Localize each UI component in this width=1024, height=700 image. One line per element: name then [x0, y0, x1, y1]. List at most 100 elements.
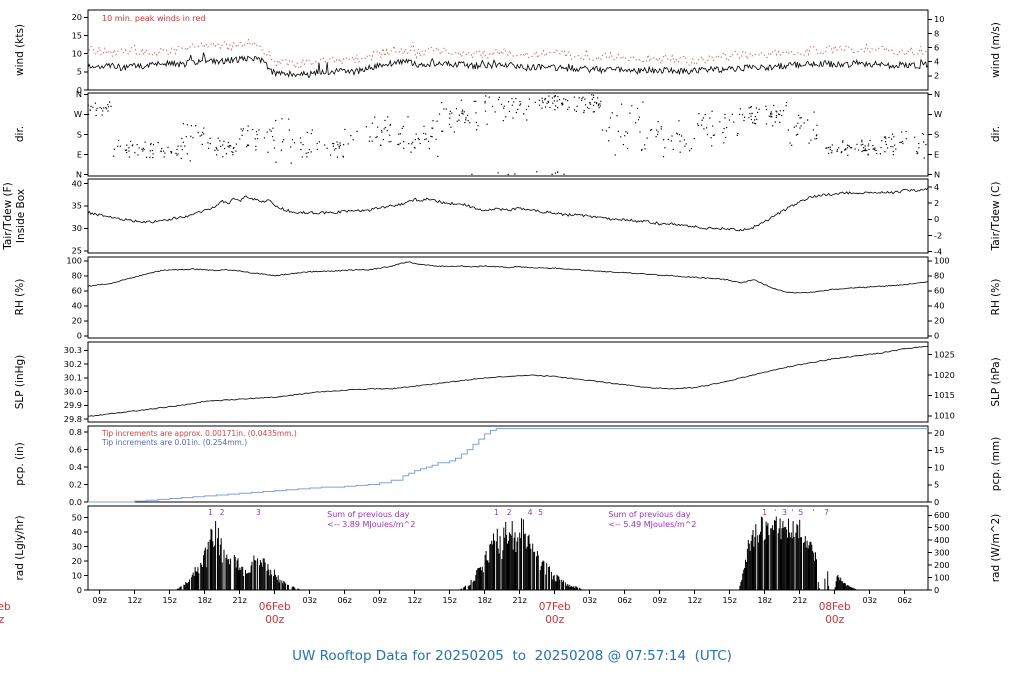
- tick-label: 400: [934, 535, 950, 545]
- tick-label: 4: [934, 57, 939, 67]
- ylabel-right-slp: SLP (hPa): [990, 357, 1002, 407]
- ylabel-left-slp: SLP (inHg): [14, 354, 26, 410]
- annotation: 1: [762, 508, 767, 517]
- tick-label: 30: [72, 541, 82, 551]
- panel-border: [87, 341, 929, 423]
- annotation: <-- 5.49 MJoules/m^2: [608, 520, 696, 529]
- x-tick-label: 21z: [232, 596, 246, 605]
- tick-label: 80: [72, 271, 82, 281]
- panel-pcp: 0.8 0.6 0.4 0.2 0.0 20 15 10 5 0 Tip increments ar…: [69, 425, 944, 507]
- x-tick-label: 12z: [687, 596, 701, 605]
- x-tick-label: 03z: [302, 596, 316, 605]
- x-tick-label: 12z: [127, 596, 141, 605]
- tick-label: 10: [934, 14, 944, 24]
- tick-label: N: [934, 169, 940, 179]
- tick-label: 15: [72, 30, 82, 40]
- tick-label: 6: [934, 42, 939, 52]
- date-label: 08Feb: [819, 601, 851, 613]
- panel-border: [87, 92, 929, 177]
- ylabel-right-rad: rad (W/m^2): [990, 513, 1002, 583]
- tick-label: 15: [934, 445, 944, 455]
- ylabel-left-rad: rad (Lgly/hr): [14, 515, 26, 581]
- panel-border: [87, 9, 929, 91]
- tick-label: 0: [934, 331, 939, 341]
- tick-label: 60: [72, 286, 82, 296]
- annotation: 3: [782, 508, 787, 517]
- tick-label: 2: [934, 198, 939, 208]
- tick-label: 5: [934, 480, 939, 490]
- tick-label: 25: [72, 246, 82, 256]
- tick-label: 20: [72, 12, 82, 22]
- x-tick-label: 03z: [862, 596, 876, 605]
- date-label: 00z: [265, 614, 284, 626]
- panel-wind: 20 15 10 5 0 10 8 6 4 2 10 min. peak winds in red: [72, 9, 944, 95]
- tick-label: 1010: [934, 411, 955, 421]
- tick-label: E: [934, 149, 939, 159]
- tick-label: -2: [934, 230, 942, 240]
- date-label: 07Feb: [539, 601, 571, 613]
- tick-label: 40: [72, 301, 82, 311]
- tick-label: 30.0: [64, 386, 82, 396]
- ylabel-right-tair: Tair/Tdew (C): [990, 181, 1002, 251]
- tick-label: 20: [934, 428, 944, 438]
- annotation: ': [792, 508, 794, 517]
- tick-label: 10: [934, 462, 944, 472]
- x-tick-label: 09z: [92, 596, 106, 605]
- date-label: 00z: [545, 614, 564, 626]
- x-tick-label: 21z: [792, 596, 806, 605]
- tick-label: 0: [934, 497, 939, 507]
- x-tick-label: 15z: [162, 596, 176, 605]
- ylabel-right-dir: dir.: [990, 125, 1002, 143]
- x-axis: 05Feb00z09z12z15z18z21z06Feb00z03z06z09z…: [0, 590, 912, 626]
- series-sea-level-pressure: [88, 345, 929, 417]
- tick-label: W: [934, 109, 942, 119]
- tick-label: 20: [72, 316, 82, 326]
- ylabel-right-wind: wind (m/s): [990, 22, 1002, 78]
- tick-label: 0.4: [69, 462, 82, 472]
- tick-label: 500: [934, 523, 950, 533]
- tick-label: 60: [934, 286, 944, 296]
- panel-border: [87, 178, 929, 254]
- figure-caption: UW Rooftop Data for 20250205 to 20250208…: [292, 648, 732, 664]
- annotation: <-- 3.89 MJoules/m^2: [327, 520, 415, 529]
- annotation: Sum of previous day: [327, 510, 409, 519]
- tick-label: N: [76, 169, 82, 179]
- annotation: 2: [507, 508, 512, 517]
- ylabel-left-dir: dir.: [14, 125, 26, 143]
- panel-border: [87, 425, 929, 503]
- annotation: 3: [256, 508, 261, 517]
- tick-label: 2: [934, 71, 939, 81]
- tick-label: -4: [934, 246, 942, 256]
- tick-label: 100: [66, 256, 82, 266]
- tick-label: 0: [77, 85, 82, 95]
- tick-label: 10: [72, 570, 82, 580]
- tick-label: 30.1: [64, 373, 82, 383]
- date-label: 00z: [0, 614, 5, 626]
- annotation: 1: [494, 508, 499, 517]
- tick-label: 30.3: [64, 345, 82, 355]
- tick-label: W: [74, 109, 82, 119]
- annotation: 10 min. peak winds in red: [102, 14, 206, 23]
- annotation: Sum of previous day: [608, 510, 690, 519]
- panel-slp: 30.3 30.2 30.1 30.0 29.9 29.8 1025 1020 1015 1010: [64, 341, 955, 424]
- x-tick-label: 15z: [722, 596, 736, 605]
- panel-border: [87, 256, 929, 339]
- ylabel-right-pcp: pcp. (mm): [990, 436, 1002, 492]
- annotation: 2: [220, 508, 225, 517]
- tick-label: 10: [72, 48, 82, 58]
- series-solar-radiation: [176, 516, 857, 590]
- tick-label: 29.9: [64, 400, 82, 410]
- tick-label: 0: [934, 585, 939, 595]
- tick-label: 8: [934, 28, 939, 38]
- x-tick-label: 18z: [477, 596, 491, 605]
- date-label: 00z: [825, 614, 844, 626]
- annotation: Tip increments are 0.01in. (0.254mm.): [101, 438, 247, 447]
- tick-label: 30.2: [64, 359, 82, 369]
- x-tick-label: 12z: [407, 596, 421, 605]
- x-tick-label: 09z: [372, 596, 386, 605]
- tick-label: 50: [72, 512, 82, 522]
- x-tick-label: 03z: [582, 596, 596, 605]
- tick-label: 40: [72, 527, 82, 537]
